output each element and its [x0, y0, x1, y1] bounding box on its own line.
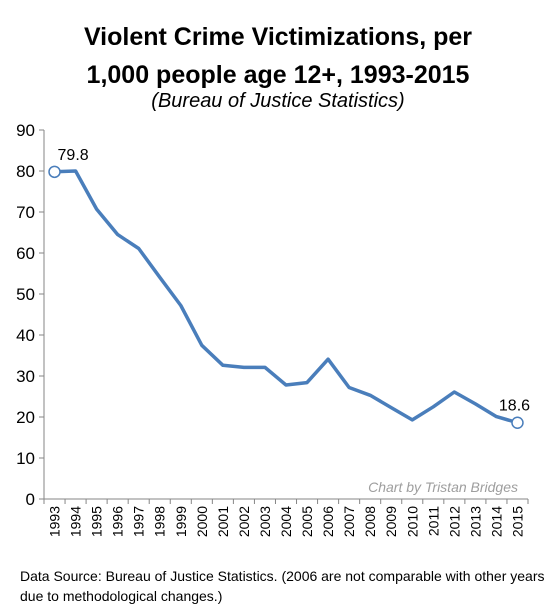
x-tick-label: 2011 [425, 506, 441, 536]
y-tick-label: 60 [16, 244, 35, 263]
chart-watermark: Chart by Tristan Bridges [368, 479, 518, 495]
x-tick-label: 2004 [278, 506, 294, 537]
x-tick-label: 1993 [47, 506, 63, 537]
x-tick-label: 1994 [68, 506, 84, 537]
y-tick-label: 80 [16, 162, 35, 181]
y-tick-label: 90 [16, 121, 35, 140]
y-tick-label: 0 [26, 490, 35, 509]
x-tick-label: 1996 [110, 506, 126, 537]
x-tick-label: 2015 [509, 506, 525, 537]
x-tick-label: 2003 [257, 506, 273, 537]
x-tick-label: 1997 [131, 506, 147, 537]
y-tick-label: 10 [16, 449, 35, 468]
data-label: 79.8 [58, 147, 89, 164]
chart-title: Violent Crime Victimizations, per 1,000 … [0, 18, 556, 94]
x-tick-label: 2000 [194, 506, 210, 537]
x-tick-label: 2012 [446, 506, 462, 537]
y-tick-label: 50 [16, 285, 35, 304]
x-tick-label: 2007 [341, 506, 357, 537]
data-source-note: Data Source: Bureau of Justice Statistic… [20, 568, 545, 604]
x-tick-label: 2002 [236, 506, 252, 537]
x-tick-label: 2008 [362, 506, 378, 537]
x-tick-label: 1999 [173, 506, 189, 537]
series-line [52, 169, 520, 425]
x-tick-label: 2014 [488, 506, 504, 537]
y-tick-label: 20 [16, 408, 35, 427]
data-label: 18.6 [499, 398, 530, 415]
annotated-point-marker [48, 165, 61, 179]
chart-title-line2: 1,000 people age 12+, 1993-2015 [86, 61, 470, 89]
y-tick-label: 30 [16, 367, 35, 386]
x-tick-label: 2005 [299, 506, 315, 537]
x-tick-label: 1995 [89, 506, 105, 537]
x-tick-label: 2009 [383, 506, 399, 537]
annotated-point-marker [511, 416, 524, 429]
x-tick-label: 2006 [320, 506, 336, 537]
chart-title-line1: Violent Crime Victimizations, per [83, 23, 473, 51]
chart-subtitle: (Bureau of Justice Statistics) [151, 90, 405, 112]
x-tick-label: 2010 [404, 506, 420, 537]
y-tick-label: 70 [16, 203, 35, 222]
x-tick-label: 2013 [467, 506, 483, 537]
x-tick-label: 2001 [215, 506, 231, 537]
x-tick-label: 1998 [152, 506, 168, 537]
y-tick-label: 40 [16, 326, 35, 345]
